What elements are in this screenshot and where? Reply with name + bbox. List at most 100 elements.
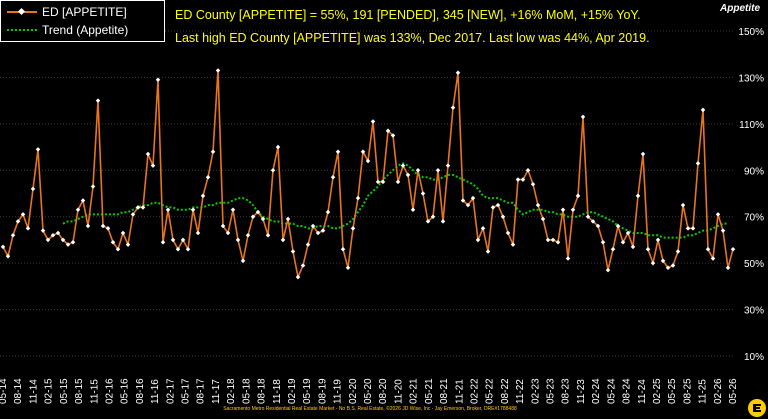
appetite-point bbox=[580, 114, 586, 120]
appetite-point bbox=[195, 230, 201, 236]
x-tick-label: 08-22 bbox=[500, 378, 511, 404]
appetite-point bbox=[685, 226, 691, 231]
appetite-point bbox=[285, 216, 291, 222]
appetite-point bbox=[460, 198, 466, 203]
appetite-point bbox=[190, 207, 196, 213]
x-tick-label: 11-19 bbox=[333, 379, 344, 404]
headline-current: ED County [APPETITE] = 55%, 191 [PENDED]… bbox=[175, 8, 641, 22]
appetite-point bbox=[210, 149, 216, 154]
appetite-point bbox=[545, 237, 551, 243]
appetite-point bbox=[355, 195, 361, 201]
appetite-point bbox=[300, 263, 306, 268]
appetite-point bbox=[340, 246, 346, 252]
x-tick-label: 02-24 bbox=[591, 378, 602, 404]
appetite-point bbox=[55, 230, 61, 236]
appetite-point bbox=[395, 179, 401, 185]
y-tick-label: 50% bbox=[744, 259, 764, 270]
x-tick-label: 02-15 bbox=[44, 378, 55, 404]
x-tick-label: 02-21 bbox=[409, 378, 420, 404]
appetite-point bbox=[35, 147, 41, 152]
appetite-point bbox=[565, 256, 571, 261]
appetite-point bbox=[255, 209, 261, 215]
appetite-point bbox=[710, 256, 716, 261]
appetite-point bbox=[305, 242, 311, 247]
appetite-point bbox=[160, 239, 166, 245]
x-tick-label: 05-20 bbox=[363, 378, 374, 404]
y-axis-ticks: 10% 30% 50% 70% 90% 110% 130% 150% bbox=[738, 27, 764, 363]
y-tick-label: 30% bbox=[744, 306, 764, 317]
appetite-point bbox=[725, 265, 731, 271]
x-tick-label: 05-21 bbox=[424, 378, 435, 404]
appetite-point bbox=[430, 214, 436, 219]
appetite-point bbox=[100, 223, 106, 229]
appetite-point bbox=[105, 226, 111, 231]
appetite-point bbox=[155, 77, 161, 83]
appetite-point bbox=[400, 163, 406, 168]
appetite-point bbox=[10, 233, 16, 238]
appetite-point bbox=[110, 239, 116, 245]
x-tick-label: 11-17 bbox=[211, 379, 222, 404]
footer-credit: Sacramento Metro Residential Real Estate… bbox=[223, 406, 517, 412]
appetite-point bbox=[120, 230, 126, 236]
appetite-point bbox=[470, 195, 476, 201]
appetite-series bbox=[0, 68, 736, 280]
x-tick-label: 11-21 bbox=[454, 379, 465, 404]
x-tick-label: 11-22 bbox=[515, 379, 526, 404]
appetite-point bbox=[630, 244, 636, 250]
x-tick-label: 08-24 bbox=[622, 378, 633, 404]
appetite-point bbox=[715, 212, 721, 217]
appetite-point bbox=[680, 202, 686, 208]
appetite-point bbox=[540, 216, 546, 222]
x-tick-label: 05-18 bbox=[241, 378, 252, 404]
appetite-point bbox=[605, 267, 611, 273]
appetite-point bbox=[230, 207, 236, 213]
appetite-point bbox=[65, 242, 71, 247]
appetite-point bbox=[660, 258, 666, 264]
appetite-point bbox=[420, 191, 426, 196]
appetite-point bbox=[635, 193, 641, 199]
legend-swatch-trend bbox=[7, 29, 37, 31]
appetite-point bbox=[690, 226, 696, 231]
trend-line bbox=[62, 162, 728, 239]
x-tick-label: 11-15 bbox=[89, 379, 100, 404]
x-tick-label: 02-17 bbox=[165, 378, 176, 404]
appetite-point bbox=[115, 246, 121, 252]
appetite-point bbox=[70, 239, 76, 245]
y-tick-label: 10% bbox=[744, 352, 764, 363]
appetite-point bbox=[675, 249, 681, 254]
headline-high-low: Last high ED County [APPETITE] was 133%,… bbox=[175, 31, 650, 45]
appetite-point bbox=[200, 193, 206, 199]
appetite-point bbox=[275, 144, 281, 150]
appetite-point bbox=[20, 212, 26, 217]
appetite-point bbox=[570, 207, 576, 213]
x-tick-label: 08-19 bbox=[317, 378, 328, 404]
appetite-point bbox=[75, 207, 81, 213]
x-tick-label: 11-23 bbox=[576, 379, 587, 404]
x-tick-label: 11-25 bbox=[698, 379, 709, 404]
appetite-point bbox=[90, 184, 96, 189]
appetite-point bbox=[380, 179, 386, 185]
appetite-point bbox=[215, 68, 221, 73]
x-tick-label: 08-18 bbox=[257, 378, 268, 404]
brand-logo-icon bbox=[753, 404, 761, 412]
appetite-point bbox=[445, 163, 451, 168]
appetite-point bbox=[80, 198, 86, 203]
x-tick-label: 05-15 bbox=[59, 378, 70, 404]
x-tick-label: 08-15 bbox=[74, 378, 85, 404]
appetite-point bbox=[320, 228, 326, 233]
x-tick-label: 02-16 bbox=[104, 378, 115, 404]
gridlines bbox=[0, 30, 733, 357]
appetite-point bbox=[645, 246, 651, 252]
appetite-point bbox=[280, 237, 286, 243]
x-tick-label: 05-22 bbox=[485, 378, 496, 404]
y-tick-label: 70% bbox=[744, 213, 764, 224]
legend-swatch-appetite bbox=[7, 7, 37, 16]
legend-label-trend: Trend (Appetite) bbox=[42, 23, 129, 37]
appetite-point bbox=[730, 246, 736, 252]
appetite-point bbox=[335, 149, 341, 154]
legend-item-appetite: ED [APPETITE] bbox=[7, 4, 127, 20]
appetite-point bbox=[125, 242, 131, 247]
appetite-point bbox=[295, 274, 301, 280]
appetite-point bbox=[530, 181, 536, 187]
